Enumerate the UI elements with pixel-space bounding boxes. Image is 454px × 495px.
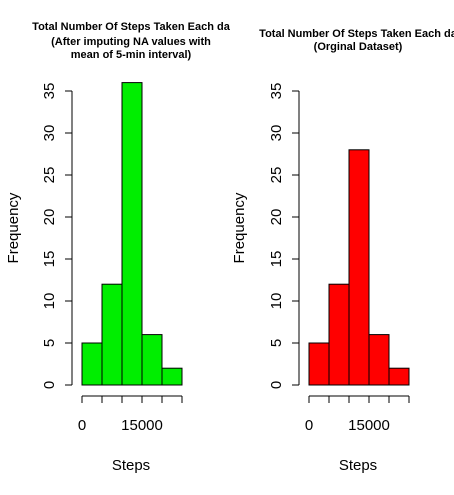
y-tick-label: 35	[268, 83, 285, 100]
histogram-bar	[81, 342, 103, 386]
y-tick-label: 20	[268, 209, 285, 226]
y-axis-title: Frequency	[231, 192, 248, 263]
histogram-bar	[121, 82, 143, 386]
y-axis-title: Frequency	[5, 192, 22, 263]
chart-title-line: Total Number Of Steps Taken Each da	[259, 28, 454, 40]
y-tick-label: 25	[41, 167, 58, 184]
histogram-bar	[388, 367, 410, 386]
chart-title-line: Total Number Of Steps Taken Each da	[32, 21, 231, 33]
y-tick-label: 10	[268, 293, 285, 310]
histogram-bar	[101, 283, 123, 386]
y-tick-label: 10	[41, 293, 58, 310]
y-tick-label: 0	[41, 381, 58, 389]
chart-title-line: mean of 5-min interval)	[71, 49, 192, 61]
histogram-bar	[348, 149, 370, 386]
x-tick-label: 0	[78, 417, 86, 434]
histogram-bar	[368, 334, 390, 386]
histogram-bar	[308, 342, 330, 386]
y-tick-label: 30	[268, 125, 285, 142]
histogram-bar	[328, 283, 350, 386]
x-tick-label: 15000	[348, 417, 390, 434]
histogram-bar	[161, 367, 183, 386]
y-tick-label: 15	[268, 251, 285, 268]
y-tick-label: 25	[268, 167, 285, 184]
y-tick-label: 5	[41, 339, 58, 347]
x-tick-label: 15000	[121, 417, 163, 434]
y-tick-label: 0	[268, 381, 285, 389]
x-tick-label: 0	[305, 417, 313, 434]
x-axis-title: Steps	[112, 457, 150, 474]
chart-title-line: (Orginal Dataset)	[314, 41, 403, 53]
y-tick-label: 5	[268, 339, 285, 347]
histogram-panel-2: Total Number Of Steps Taken Each da(Orgi…	[231, 28, 454, 474]
histogram-panel-1: Total Number Of Steps Taken Each da (Afte…	[5, 21, 231, 474]
y-tick-label: 35	[41, 83, 58, 100]
chart-title-line: (After imputing NA values with	[51, 36, 211, 48]
y-tick-label: 15	[41, 251, 58, 268]
histogram-bar	[141, 334, 163, 386]
x-axis-title: Steps	[339, 457, 377, 474]
y-tick-label: 30	[41, 125, 58, 142]
y-tick-label: 20	[41, 209, 58, 226]
